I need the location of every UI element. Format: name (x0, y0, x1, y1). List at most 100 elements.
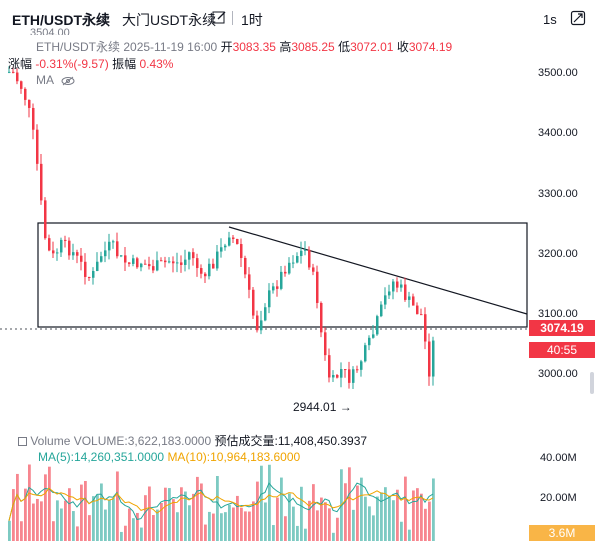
candle-body (252, 289, 255, 316)
candle-body (364, 345, 367, 362)
volume-bar (420, 493, 423, 541)
candlestick-series (8, 66, 435, 390)
candle-body (164, 260, 167, 263)
candle-body (320, 302, 323, 333)
candle-body (308, 249, 311, 268)
candle-body (212, 263, 215, 269)
candle-body (316, 271, 319, 303)
volume-bar (232, 507, 235, 541)
range-box-drawing[interactable] (37, 222, 528, 328)
candle-body (392, 281, 395, 292)
price-axis-label: 3400.00 (538, 127, 578, 139)
ma-legend[interactable]: MA (36, 73, 75, 87)
volume-bar (124, 525, 127, 541)
volume-bar (240, 507, 243, 541)
candle-body (420, 314, 423, 316)
volume-bar (256, 481, 259, 541)
volume-bar (268, 464, 271, 541)
volume-bar (348, 467, 351, 541)
volume-bar (216, 476, 219, 541)
candle-body (224, 245, 227, 248)
volume-bar (140, 527, 143, 541)
volume-bar (92, 496, 95, 541)
candle-body (12, 71, 15, 73)
candle-body (408, 296, 411, 300)
fullscreen-icon[interactable] (570, 10, 586, 26)
volume-bar (96, 495, 99, 541)
price-axis-label: 3000.00 (538, 368, 578, 380)
candle-body (336, 375, 339, 378)
candle-body (220, 247, 223, 252)
candle-body (112, 241, 115, 243)
candle-body (44, 200, 47, 239)
volume-bar (196, 476, 199, 541)
volume-bar (60, 508, 63, 541)
candle-body (356, 369, 359, 371)
collapse-icon[interactable] (18, 437, 27, 447)
candle-body (96, 261, 99, 272)
eye-off-icon[interactable] (61, 76, 75, 86)
volume-bar (384, 487, 387, 541)
candle-body (188, 252, 191, 260)
candle-body (184, 259, 187, 265)
volume-bar (204, 524, 207, 541)
candle-body (84, 261, 87, 277)
symbol-title[interactable]: ETH/USDT永续 (12, 12, 110, 28)
volume-bar (308, 500, 311, 541)
volume-bar (64, 500, 67, 541)
volume-bar (316, 510, 319, 541)
change-value: -0.31%(-9.57) (35, 57, 109, 71)
volume-bar (164, 487, 167, 541)
volume-bar (272, 525, 275, 541)
volume-bar (192, 493, 195, 541)
amplitude-label: 振幅 (112, 57, 137, 71)
volume-ma10-line (8, 487, 434, 521)
candle-body (400, 284, 403, 288)
candle-body (240, 244, 243, 258)
volume-bar (12, 489, 15, 541)
volume-bar (332, 532, 335, 541)
legend-symbol: ETH/USDT永续 (36, 40, 121, 54)
volume-bar (20, 521, 23, 541)
volume-bar (116, 471, 119, 541)
candle-body (32, 107, 35, 130)
ohlc-legend: ETH/USDT永续 2025-11-19 16:00 开3083.35 高30… (36, 38, 452, 55)
volume-bar (148, 486, 151, 541)
volume-bar (300, 486, 303, 541)
candle-body (348, 369, 351, 383)
candle-body (20, 81, 23, 89)
volume-bar (360, 477, 363, 541)
scroll-handle[interactable] (590, 372, 594, 394)
candle-body (132, 258, 135, 264)
volume-bar (356, 485, 359, 541)
timeframe-button[interactable]: 1时 (241, 12, 263, 28)
volume-bar (260, 465, 263, 541)
volume-bar (408, 529, 411, 541)
candle-body (68, 240, 71, 256)
volume-bar (416, 488, 419, 541)
change-label: 涨幅 (8, 57, 33, 71)
ma-label[interactable]: MA (36, 73, 54, 87)
volume-bar (212, 513, 215, 541)
bar-countdown-tag: 40:55 (529, 342, 595, 358)
trendline-drawing[interactable] (228, 226, 528, 315)
volume-bar (152, 515, 155, 541)
volume-bar (320, 497, 323, 541)
edit-icon[interactable] (212, 10, 227, 25)
price-axis-label: 3300.00 (538, 188, 578, 200)
volume-ma5-line (8, 482, 434, 521)
volume-bar (388, 496, 391, 541)
candle-body (424, 314, 427, 342)
legend-datetime: 2025-11-19 16:00 (123, 40, 218, 54)
candle-body (344, 369, 347, 371)
interval-button[interactable]: 1s (543, 12, 557, 27)
volume-bar (132, 518, 135, 541)
volume-bar (32, 503, 35, 541)
candle-body (140, 263, 143, 268)
volume-bar (424, 508, 427, 541)
volume-bar (188, 505, 191, 541)
candle-body (24, 88, 27, 100)
volume-bar (68, 488, 71, 541)
volume-bar (84, 480, 87, 541)
